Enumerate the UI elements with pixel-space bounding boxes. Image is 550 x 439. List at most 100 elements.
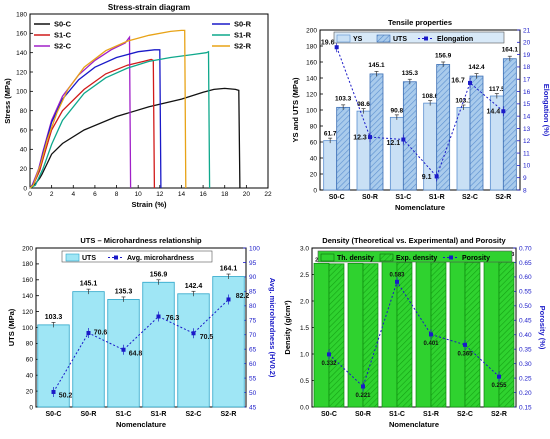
data-label: 103.1	[455, 98, 472, 105]
y2-tick-label: 0.35	[519, 346, 532, 353]
y2-tick-label: 18	[523, 64, 531, 71]
data-label: 135.3	[402, 70, 419, 77]
data-label: 90.8	[391, 107, 404, 114]
data-label: 145.1	[80, 281, 98, 288]
line-point	[156, 314, 161, 319]
data-label: 103.3	[45, 314, 63, 321]
x-tick-label: S2-C	[457, 411, 473, 418]
data-label: 164.1	[220, 266, 238, 273]
legend-box	[317, 250, 513, 263]
y2-tick-label: 50	[249, 390, 257, 397]
bar-uts	[72, 291, 105, 408]
x-tick-label: S2-R	[495, 194, 511, 201]
bar-exp-density	[430, 261, 447, 408]
data-label: 142.4	[185, 283, 203, 290]
y2-tick-label: 85	[249, 289, 257, 296]
line-point	[497, 374, 501, 379]
y-tick-label: 140	[16, 50, 27, 57]
bar-uts	[469, 75, 484, 191]
series-line-porosity	[328, 280, 500, 388]
line-label: 0.365	[457, 351, 473, 357]
data-label: 164.1	[502, 47, 519, 54]
x-tick-label: S1-C	[389, 411, 405, 418]
legend-swatch	[320, 253, 335, 262]
legend-label: S2-R	[234, 42, 252, 51]
y2-tick-label: 12	[523, 138, 531, 145]
legend-label: YS	[353, 36, 363, 43]
bar-exp-density	[328, 263, 345, 408]
y-tick-label: 60	[20, 127, 28, 134]
y-tick-label: 100	[16, 89, 27, 96]
legend-swatch	[376, 34, 391, 43]
data-label: 61.7	[324, 131, 337, 138]
series-line-avg-microhardness	[53, 299, 229, 393]
line-point	[226, 297, 231, 302]
y2-tick-label: 0.25	[519, 375, 532, 382]
y-tick-label: 200	[306, 27, 317, 34]
y-tick-label: 100	[306, 107, 317, 114]
x-axis-label: Nomenclature	[116, 420, 166, 429]
y-tick-label: 140	[22, 293, 33, 300]
y-tick-label: 0	[29, 404, 33, 411]
y2-tick-label: 0.40	[519, 332, 532, 339]
y2-tick-label: 8	[523, 187, 527, 194]
y2-tick-label: 11	[523, 150, 530, 157]
line-point	[463, 342, 467, 347]
y2-tick-label: 0.45	[519, 318, 532, 325]
y-tick-label: 0.0	[300, 404, 309, 411]
line-point	[429, 332, 433, 337]
chart-title: Density (Theoretical vs. Experimental) a…	[322, 236, 506, 245]
x-tick-label: 10	[135, 191, 143, 198]
x-tick-label: 22	[264, 191, 272, 198]
y2-tick-label: 9	[523, 175, 527, 182]
y-axis-label: Stress (MPa)	[3, 78, 12, 124]
y2-axis-label: Avg. microhardness (HV0.2)	[268, 278, 277, 378]
y2-tick-label: 0.70	[519, 245, 532, 252]
y2-tick-label: 0.55	[519, 289, 532, 296]
y2-axis-label: Elongation (%)	[542, 84, 550, 137]
legend-label: S1-R	[234, 31, 252, 40]
line-point	[51, 389, 56, 394]
bar-th-density	[381, 261, 398, 408]
line-point	[501, 109, 506, 114]
data-label: 145.1	[368, 62, 385, 69]
data-label: 103.3	[335, 95, 352, 102]
y-tick-label: 60	[310, 139, 318, 146]
y-tick-label: 80	[20, 108, 28, 115]
y-tick-label: 40	[310, 155, 318, 162]
y2-tick-label: 0.15	[519, 404, 532, 411]
uts-microhardness-chart: UTS – Microhardness relationship 0 20 40 60 8…	[7, 236, 277, 429]
line-label: 14.4	[487, 109, 501, 116]
line-label: 12.1	[387, 140, 401, 147]
line-point	[121, 347, 126, 352]
y-tick-label: 40	[26, 373, 34, 380]
x-tick-label: 16	[199, 191, 207, 198]
line-label: 12.3	[353, 135, 367, 142]
legend-label: Avg. microhardness	[127, 255, 194, 262]
line-label: 50.2	[59, 392, 73, 399]
data-label: 156.9	[435, 52, 452, 59]
y-tick-label: 80	[310, 123, 318, 130]
bar-ys	[356, 110, 371, 191]
data-label: 142.4	[468, 64, 485, 71]
line-point	[368, 135, 372, 140]
y2-tick-label: 16	[523, 89, 531, 96]
plot-frame	[311, 247, 517, 408]
legend-marker	[114, 255, 118, 260]
density-porosity-chart: Density (Theoretical vs. Experimental) a…	[283, 236, 547, 429]
x-tick-label: 20	[243, 191, 251, 198]
y2-tick-label: 20	[523, 40, 531, 47]
line-label: 82.2	[236, 293, 250, 300]
line-label: 64.8	[129, 350, 143, 357]
plot-frame	[35, 247, 247, 408]
data-label: 135.3	[115, 288, 133, 295]
y2-tick-label: 0.20	[519, 390, 532, 397]
y-tick-label: 0	[313, 187, 317, 194]
line-point	[361, 384, 365, 389]
legend-label: Th. density	[337, 255, 374, 262]
x-axis-label: Strain (%)	[131, 200, 167, 209]
y2-tick-label: 75	[249, 318, 257, 325]
y-tick-label: 160	[306, 59, 317, 66]
bar-th-density	[449, 261, 466, 408]
